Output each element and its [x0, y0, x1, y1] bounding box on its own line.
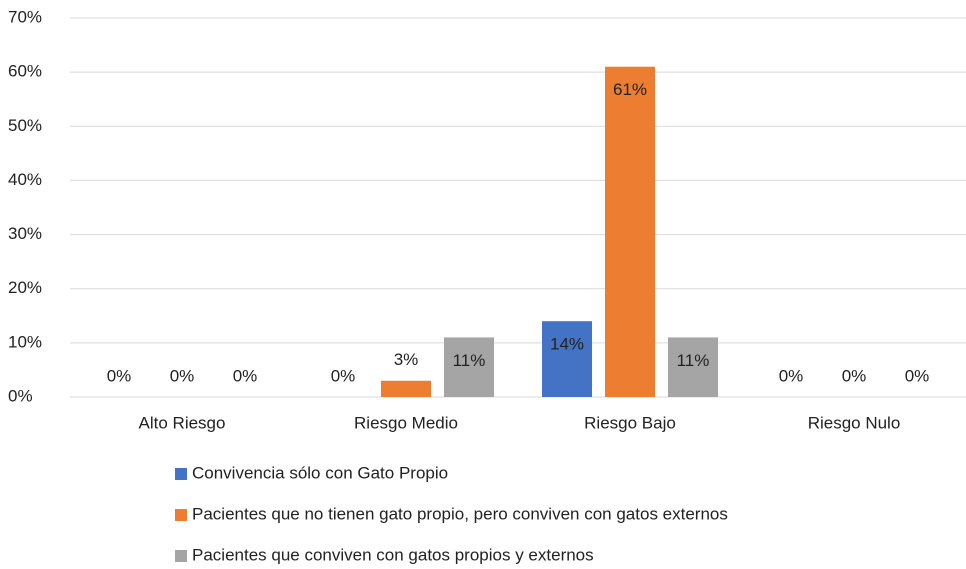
data-label: 0% — [331, 366, 356, 385]
data-label: 11% — [677, 351, 710, 370]
data-label: 0% — [170, 366, 195, 385]
bar — [605, 66, 655, 397]
legend-swatch — [175, 509, 187, 521]
bar — [381, 380, 431, 397]
x-tick-label: Riesgo Medio — [354, 413, 458, 432]
y-tick-label: 70% — [8, 7, 42, 26]
data-label: 0% — [905, 366, 930, 385]
y-tick-label: 60% — [8, 62, 42, 81]
y-tick-label: 30% — [8, 224, 42, 243]
data-label: 11% — [453, 351, 486, 370]
legend-label: Pacientes que no tienen gato propio, per… — [192, 504, 728, 523]
data-label: 0% — [233, 366, 258, 385]
data-label: 3% — [394, 350, 419, 369]
data-label: 0% — [107, 366, 132, 385]
bar — [668, 337, 718, 397]
y-tick-label: 20% — [8, 278, 42, 297]
legend-swatch — [175, 550, 187, 562]
data-label: 0% — [779, 366, 804, 385]
bar — [444, 337, 494, 397]
y-tick-label: 50% — [8, 116, 42, 135]
bar — [542, 321, 592, 397]
x-tick-label: Alto Riesgo — [139, 413, 226, 432]
y-tick-label: 0% — [8, 386, 33, 405]
data-label: 14% — [550, 335, 584, 354]
data-label: 61% — [613, 80, 647, 99]
legend-swatch — [175, 468, 187, 480]
legend-label: Convivencia sólo con Gato Propio — [192, 463, 448, 482]
legend-label: Pacientes que conviven con gatos propios… — [192, 545, 594, 564]
data-label: 0% — [842, 366, 867, 385]
x-tick-label: Riesgo Nulo — [808, 413, 901, 432]
x-tick-label: Riesgo Bajo — [584, 413, 676, 432]
y-tick-label: 40% — [8, 170, 42, 189]
y-tick-label: 10% — [8, 332, 42, 351]
